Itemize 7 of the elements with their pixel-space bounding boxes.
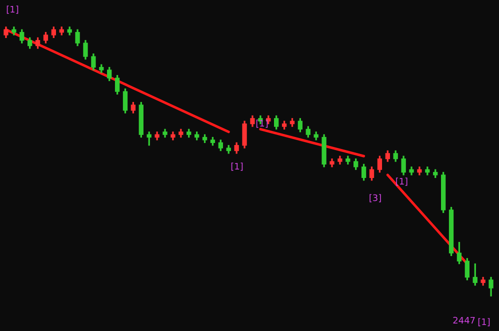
text: 2447 xyxy=(452,316,476,326)
annotation: [1] xyxy=(256,119,268,130)
text: [1] xyxy=(478,318,490,328)
annotation: [3] xyxy=(368,194,382,204)
text: [1] xyxy=(6,5,19,16)
annotation: [1] xyxy=(230,162,244,172)
annotation: [1] xyxy=(395,177,408,188)
